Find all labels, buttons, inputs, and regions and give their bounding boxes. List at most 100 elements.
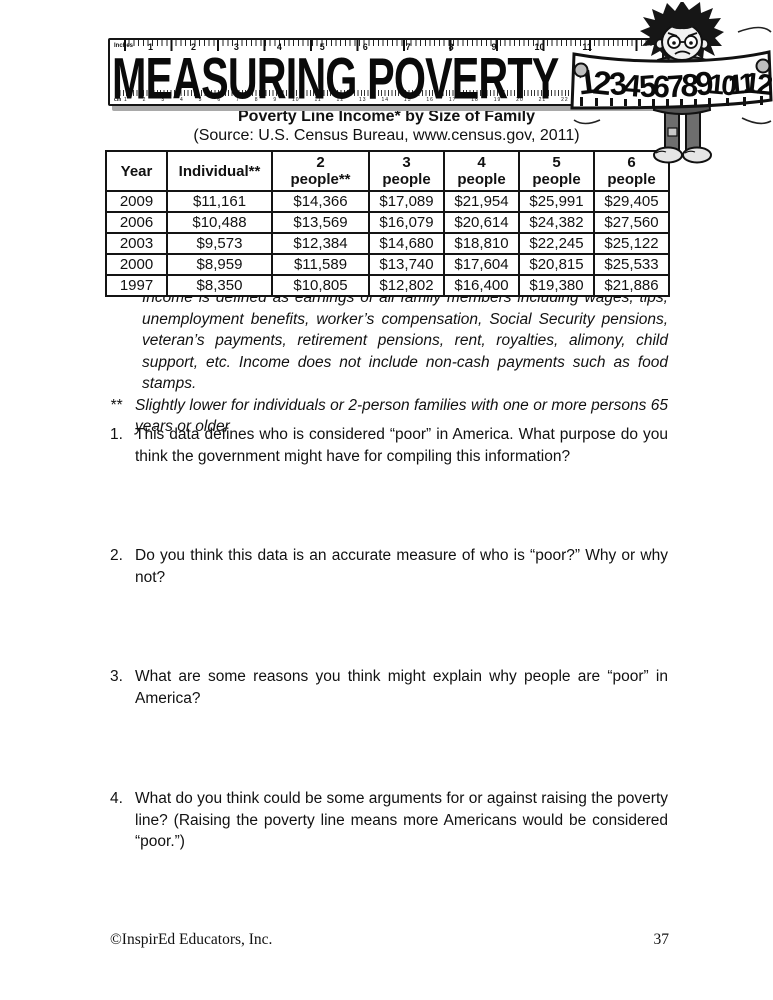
banner-number: 11 xyxy=(727,67,756,100)
cell-value: $20,815 xyxy=(518,253,595,276)
inch-number: 8 xyxy=(448,42,454,52)
hair-fringe xyxy=(666,20,698,30)
cell-year: 2000 xyxy=(105,253,168,276)
header-line: people xyxy=(532,171,581,188)
page-title: MEASURING POVERTY xyxy=(112,47,559,112)
question-number: 2. xyxy=(110,547,123,564)
cell-value: $9,573 xyxy=(166,232,273,255)
poverty-kid-illustration: 1 2 3 4 5 6 7 8 9 10 11 12 xyxy=(570,2,773,164)
copyright-text: ©InspirEd Educators, Inc. xyxy=(110,931,273,948)
page-footer: ©InspirEd Educators, Inc. 37 xyxy=(110,931,669,949)
inch-number: 9 xyxy=(491,42,497,52)
cell-value: $17,604 xyxy=(443,253,520,276)
cell-value: $10,488 xyxy=(166,211,273,234)
cell-value: $22,245 xyxy=(518,232,595,255)
col-header-4-people: 4 people xyxy=(443,150,520,192)
footnote-age-exception: ** Slightly lower for individuals or 2-p… xyxy=(110,395,668,438)
eye xyxy=(672,41,676,45)
inch-number: 11 xyxy=(582,42,592,52)
cell-year: 2006 xyxy=(105,211,168,234)
banner-number: 2 xyxy=(591,63,613,102)
cell-value: $18,810 xyxy=(443,232,520,255)
footnote-income-definition: * Income is defined as earnings of all f… xyxy=(110,287,668,395)
banner-number: 3 xyxy=(607,65,628,103)
cell-value: $10,805 xyxy=(271,274,370,297)
cell-value: $11,161 xyxy=(166,190,273,213)
question-3: 3. What are some reasons you think might… xyxy=(110,666,668,709)
col-header-individual: Individual** xyxy=(166,150,273,192)
cell-value: $12,802 xyxy=(368,274,445,297)
cell-value: $21,886 xyxy=(593,274,670,297)
header-line: Year xyxy=(120,162,153,180)
question-text: What do you think could be some argument… xyxy=(135,790,668,850)
source-citation: (Source: U.S. Census Bureau, www.census.… xyxy=(193,127,580,144)
footnote-marker: ** xyxy=(110,396,123,414)
questions-block: 1. This data defines who is considered “… xyxy=(110,424,668,874)
footnote-text: Income is defined as earnings of all fam… xyxy=(142,289,668,392)
cell-value: $16,400 xyxy=(443,274,520,297)
ruler-top-inch-ticks xyxy=(124,40,660,51)
warped-ruler-banner: 1 2 3 4 5 6 7 8 9 10 11 12 xyxy=(570,50,773,110)
cell-year: 1997 xyxy=(105,274,168,297)
footnote-text: Slightly lower for individuals or 2-pers… xyxy=(135,396,668,436)
inch-number: 10 xyxy=(534,42,545,52)
col-header-2-people: 2 people** xyxy=(271,150,370,192)
ruler-cm-numbers: 1 2 3 4 5 6 7 8 9 10 11 12 13 14 15 16 1… xyxy=(124,97,659,103)
motion-lines xyxy=(573,26,772,125)
cell-value: $8,350 xyxy=(166,274,273,297)
col-header-5-people: 5 people xyxy=(518,150,595,192)
cell-value: $27,560 xyxy=(593,211,670,234)
header-line: people xyxy=(382,171,431,188)
banner-numbers: 1 2 3 4 5 6 7 8 9 10 11 12 xyxy=(576,63,773,105)
cell-value: $13,740 xyxy=(368,253,445,276)
table-row: 1997 $8,350 $10,805 $12,802 $16,400 $19,… xyxy=(105,274,670,297)
inch-number: 6 xyxy=(362,42,368,52)
question-4: 4. What do you think could be some argum… xyxy=(110,788,668,853)
col-header-year: Year xyxy=(105,150,168,192)
footnotes-block: * Income is defined as earnings of all f… xyxy=(110,287,668,438)
header-line: 4 xyxy=(477,154,486,171)
header-line: people xyxy=(457,171,506,188)
cell-value: $21,954 xyxy=(443,190,520,213)
question-number: 1. xyxy=(110,426,123,443)
cell-value: $14,366 xyxy=(271,190,370,213)
col-header-3-people: 3 people xyxy=(368,150,445,192)
worried-eyebrows xyxy=(667,32,698,37)
cell-value: $24,382 xyxy=(518,211,595,234)
question-text: Do you think this data is an accurate me… xyxy=(135,547,668,586)
eye xyxy=(689,41,693,45)
hands xyxy=(573,58,771,78)
cell-value: $17,089 xyxy=(368,190,445,213)
cell-value: $8,959 xyxy=(166,253,273,276)
ruler-bottom-ticks xyxy=(116,90,660,96)
banner-number: 4 xyxy=(622,68,643,104)
cell-value: $25,991 xyxy=(518,190,595,213)
inch-number: 7 xyxy=(405,42,411,52)
header-line: 6 xyxy=(627,154,636,171)
question-number: 4. xyxy=(110,790,123,807)
header-line: 2 xyxy=(316,154,325,171)
table-row: 2000 $8,959 $11,589 $13,740 $17,604 $20,… xyxy=(105,253,670,276)
question-text: What are some reasons you think might ex… xyxy=(135,668,668,707)
cell-value: $14,680 xyxy=(368,232,445,255)
cell-year: 2009 xyxy=(105,190,168,213)
banner-number: 6 xyxy=(652,69,672,105)
cell-value: $19,380 xyxy=(518,274,595,297)
cell-value: $16,079 xyxy=(368,211,445,234)
table-row: 2003 $9,573 $12,384 $14,680 $18,810 $22,… xyxy=(105,232,670,255)
question-1: 1. This data defines who is considered “… xyxy=(110,424,668,467)
banner-number: 8 xyxy=(679,67,700,104)
page-number: 37 xyxy=(653,931,670,948)
cell-value: $20,614 xyxy=(443,211,520,234)
banner-number: 9 xyxy=(694,64,716,102)
inch-number: 1 xyxy=(148,42,154,52)
inch-number: 5 xyxy=(319,42,325,52)
pants-patch xyxy=(667,127,678,137)
header-line: people xyxy=(607,171,656,188)
footnote-marker: * xyxy=(117,289,124,306)
cell-value: $25,122 xyxy=(593,232,670,255)
ruler-inches-label: Inches xyxy=(114,43,134,49)
header-line: 3 xyxy=(402,154,411,171)
inch-number: 2 xyxy=(190,42,196,52)
